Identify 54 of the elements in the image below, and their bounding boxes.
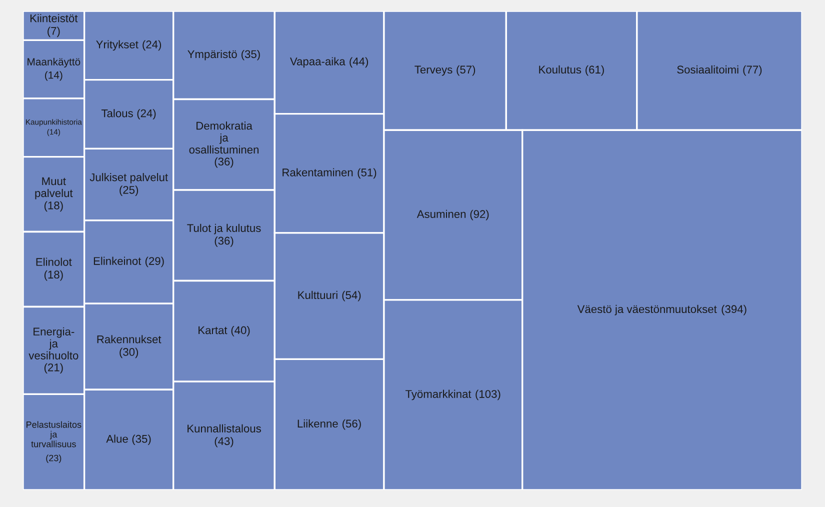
category-label: Liikenne xyxy=(298,419,338,428)
category-label: Tulot ja kulutus xyxy=(187,224,261,234)
category-label: Vapaa-aika xyxy=(290,57,346,68)
category-label: Elinkeinot xyxy=(94,256,142,265)
category-label: Asuminen xyxy=(416,210,466,218)
data-label: (394) xyxy=(722,304,746,316)
category-label: Rakentaminen xyxy=(282,168,353,176)
category-label: Pelastuslaitos ja turvallisuus xyxy=(26,421,82,448)
data-label: (25) xyxy=(120,186,138,196)
data-label: (35) xyxy=(242,50,260,60)
category-label: Energia- ja vesihuolto xyxy=(28,327,78,360)
data-label: (18) xyxy=(44,270,63,281)
data-label: (36) xyxy=(214,236,234,247)
category-label: Kulttuuri xyxy=(298,290,338,300)
data-label: (61) xyxy=(586,65,604,76)
category-label: Sosiaalitoimi xyxy=(677,65,738,74)
category-label: Kiinteistöt xyxy=(30,14,78,22)
category-label: Väestö ja väestönmuutokset xyxy=(577,304,717,316)
category-label: Julkiset palvelut xyxy=(90,173,168,184)
data-label: (18) xyxy=(44,201,63,212)
data-label: (54) xyxy=(342,290,361,302)
category-label: Ympäristö xyxy=(188,50,237,60)
data-label: (7) xyxy=(48,26,60,38)
data-label: (103) xyxy=(476,390,500,400)
category-label: Rakennukset xyxy=(97,335,162,344)
data-label: (77) xyxy=(743,65,762,76)
data-label: (92) xyxy=(470,210,489,220)
data-label: (21) xyxy=(44,363,63,374)
category-label: Talous xyxy=(101,109,133,118)
category-label: Yritykset xyxy=(96,40,138,51)
data-label: (56) xyxy=(342,419,361,430)
data-label: (14) xyxy=(45,71,62,81)
category-label: Maankäyttö xyxy=(28,58,80,68)
data-label: (51) xyxy=(358,168,376,179)
data-label: (30) xyxy=(120,348,138,358)
category-label: Kartat xyxy=(198,326,228,334)
data-label: (35) xyxy=(132,434,151,445)
category-label: Alue xyxy=(106,434,128,443)
category-label: Kunnallistalous xyxy=(188,424,261,432)
data-label: (57) xyxy=(456,65,476,76)
data-label: (40) xyxy=(231,326,250,336)
data-label: (43) xyxy=(214,436,234,448)
category-label: Elinolot xyxy=(36,258,72,266)
data-label: (36) xyxy=(214,157,234,168)
data-label: (44) xyxy=(350,57,368,68)
category-label: Työmarkkinat xyxy=(405,390,472,400)
data-label: (24) xyxy=(137,109,156,120)
data-label: (29) xyxy=(145,256,164,268)
category-label: Terveys xyxy=(414,66,452,76)
data-label: (23) xyxy=(46,454,62,463)
data-label: (24) xyxy=(142,40,162,51)
category-label: Muut palvelut xyxy=(35,177,73,200)
category-label: Koulutus xyxy=(539,65,582,74)
category-label: Demokratia ja osallistuminen xyxy=(189,122,258,154)
